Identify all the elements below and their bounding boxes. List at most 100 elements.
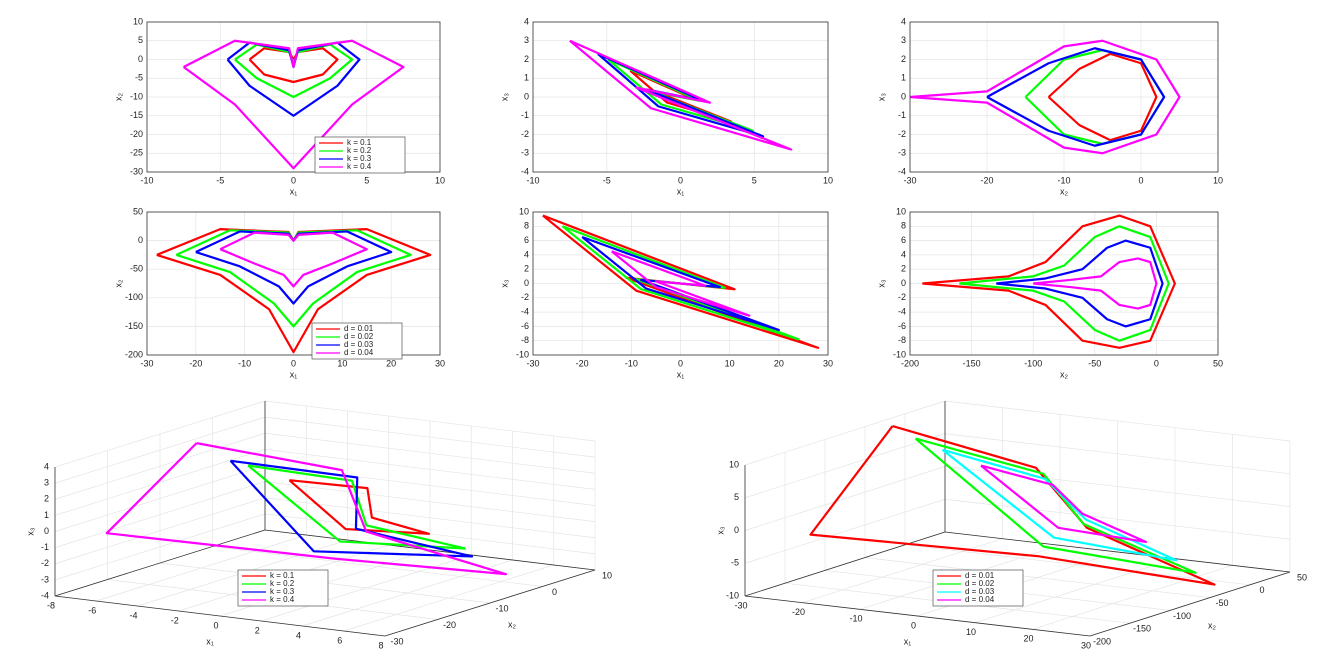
grid-line: [54, 400, 266, 468]
x-tick-label: 30: [823, 358, 833, 368]
y-tick-label: -4: [898, 166, 906, 176]
axes-edge: [54, 595, 386, 637]
axes-frame: [146, 211, 441, 356]
grid-line: [212, 546, 543, 587]
y-tick-label: 0: [524, 278, 529, 288]
x-tick-label: 10: [823, 175, 833, 185]
axes-frame: [146, 21, 441, 173]
grid-line: [944, 466, 1291, 507]
y-axis-label: x₂: [1208, 620, 1217, 630]
x-tick-label: 10: [337, 358, 347, 368]
x-tick-label: 0: [911, 620, 916, 630]
y-tick-label: -10: [516, 349, 529, 359]
x-tick-label: -30: [734, 600, 747, 610]
x-tick-label: 20: [1023, 634, 1033, 644]
y-tick-label: -1: [521, 110, 529, 120]
z-tick-label: 3: [44, 478, 49, 488]
y-tick-label: -8: [521, 335, 529, 345]
x-tick-label: 8: [378, 640, 383, 650]
x-tick-label: 10: [725, 358, 735, 368]
axes-edge: [944, 531, 1291, 573]
y-tick-label: 8: [901, 221, 906, 231]
x-tick-label: -10: [849, 614, 862, 624]
x-tick-label: -20: [980, 175, 993, 185]
attractor-line: [195, 230, 393, 305]
x-tick-label: 10: [966, 627, 976, 637]
z-tick-label: -4: [41, 590, 49, 600]
x-tick-label: 0: [1154, 358, 1159, 368]
y-tick-label: -20: [443, 620, 456, 630]
y-axis-label: x₂: [113, 93, 123, 102]
x-tick-label: 6: [337, 635, 342, 645]
attractor-line: [980, 464, 1148, 544]
axes-frame: [532, 21, 829, 173]
x-axis-label: x₁: [290, 369, 298, 379]
x-axis-label: x₁: [206, 636, 214, 646]
y-tick-label: -2: [898, 129, 906, 139]
attractor-line: [581, 235, 780, 332]
x-tick-label: -5: [603, 175, 611, 185]
z-tick-label: -3: [41, 574, 49, 584]
x-tick-label: -100: [1024, 358, 1042, 368]
z-axis-label: x₃: [25, 527, 35, 536]
x-axis-label: x₁: [290, 186, 298, 196]
axes-edge: [744, 595, 1091, 637]
grid-line: [264, 481, 596, 522]
x-tick-label: 0: [291, 175, 296, 185]
y-tick-label: 0: [524, 91, 529, 101]
y-tick-label: -5: [135, 73, 143, 83]
attractor-line: [986, 47, 1166, 147]
x-tick-label: -5: [216, 175, 224, 185]
x-axis-label: x₂: [1060, 369, 1069, 379]
x-tick-label: -10: [238, 358, 251, 368]
grid-line: [1032, 564, 1233, 630]
z-tick-label: -5: [731, 558, 739, 568]
y-tick-label: 2: [901, 54, 906, 64]
y-tick-label: 2: [901, 264, 906, 274]
legend-label: k = 0.2: [347, 146, 372, 155]
x-tick-label: 20: [774, 358, 784, 368]
z-tick-label: 0: [44, 526, 49, 536]
y-tick-label: 6: [524, 235, 529, 245]
y-tick-label: 10: [133, 16, 143, 26]
grid-line: [264, 513, 596, 555]
z-tick-label: 1: [44, 510, 49, 520]
z-tick-label: 4: [44, 461, 49, 471]
x-tick-label: 0: [291, 358, 296, 368]
grid-line: [264, 497, 596, 539]
x-tick-label: -10: [526, 175, 539, 185]
x-tick-label: 50: [1213, 358, 1223, 368]
grid-line: [264, 432, 596, 474]
x-tick-label: -30: [903, 175, 916, 185]
y-tick-label: 0: [901, 278, 906, 288]
y-tick-label: -200: [1093, 636, 1111, 646]
legend-label: k = 0.1: [270, 571, 295, 580]
grid-line: [744, 433, 946, 499]
axes-edge: [54, 529, 266, 597]
x-tick-label: -8: [47, 600, 55, 610]
z-tick-label: 10: [729, 459, 739, 469]
y-tick-label: 2: [524, 264, 529, 274]
attractor-line: [941, 448, 1178, 562]
y-tick-label: -6: [521, 321, 529, 331]
y-tick-label: -4: [898, 306, 906, 316]
y-axis-label: x₃: [876, 93, 886, 102]
grid-line: [744, 498, 946, 564]
y-tick-label: -100: [1173, 611, 1191, 621]
x-tick-label: 5: [752, 175, 757, 185]
attractor-line: [561, 225, 800, 341]
attractor-line: [610, 250, 751, 317]
x-tick-label: 0: [213, 620, 218, 630]
grid-line: [264, 449, 596, 490]
attractor-line: [219, 231, 368, 288]
axes-frame: [909, 211, 1219, 356]
legend-label: d = 0.02: [344, 332, 374, 341]
legend-label: d = 0.01: [344, 324, 374, 333]
legend-label: k = 0.3: [347, 154, 372, 163]
y-axis-label: x₃: [876, 279, 886, 288]
x-tick-label: -20: [576, 358, 589, 368]
z-tick-label: -1: [41, 542, 49, 552]
y-tick-label: 4: [524, 16, 529, 26]
x-tick-label: -2: [171, 615, 179, 625]
y-tick-label: -50: [1215, 598, 1228, 608]
